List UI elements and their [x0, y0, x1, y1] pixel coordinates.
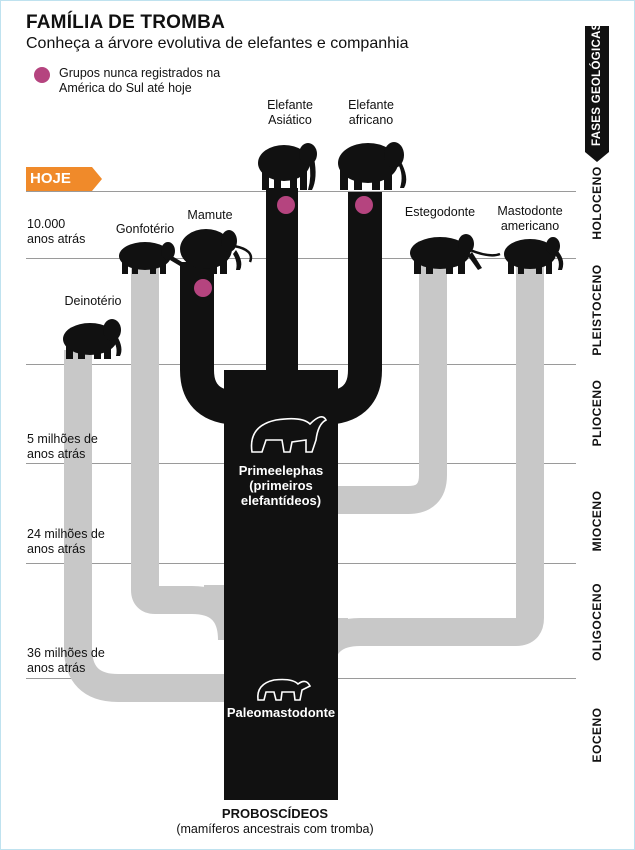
species-label-line: Mastodonte — [497, 204, 563, 218]
mammoth-icon — [180, 229, 253, 274]
gonfoterio-icon — [119, 242, 182, 274]
time-label-line: anos atrás — [27, 661, 86, 675]
time-label-5m: 5 milhões de anos atrás — [27, 432, 98, 462]
species-label-line: Asiático — [268, 113, 312, 127]
branch-estegodonte — [340, 262, 447, 514]
branch-asiatico — [266, 188, 298, 388]
time-label-line: anos atrás — [27, 542, 86, 556]
time-label-10000: 10.000 anos atrás — [27, 217, 85, 247]
label-primeelephas: Primeelephas (primeiros elefantídeos) — [226, 463, 336, 508]
label-gonfoterio: Gonfotério — [115, 222, 175, 236]
asiatic-elephant-icon — [258, 143, 317, 190]
african-elephant-icon — [338, 142, 407, 190]
legend-dot — [34, 67, 50, 83]
marker-mamute — [194, 279, 212, 297]
label-mamute: Mamute — [187, 208, 233, 222]
line-holo-pleisto — [26, 258, 576, 259]
time-label-line: anos atrás — [27, 447, 86, 461]
branch-deinoterio — [64, 350, 232, 702]
trunk-label-line: Primeelephas — [238, 463, 324, 478]
phases-heading-arrow — [585, 152, 609, 162]
species-label-line: Elefante — [348, 98, 394, 112]
trunk-label-line: elefantídeos) — [240, 493, 322, 508]
label-estegodonte: Estegodonte — [404, 205, 476, 219]
time-label-line: anos atrás — [27, 232, 86, 246]
time-label-line: 5 milhões de — [27, 432, 98, 446]
epoch-holoceno: HOLOCENO — [590, 166, 604, 240]
time-label-line: 10.000 — [27, 217, 66, 231]
epoch-plioceno: PLIOCENO — [590, 379, 604, 447]
footer-title: PROBOSCÍDEOS — [221, 806, 329, 821]
label-paleomastodonte: Paleomastodonte — [226, 705, 336, 720]
page-subtitle: Conheça a árvore evolutiva de elefantes … — [26, 35, 409, 52]
epoch-oligoceno: OLIGOCENO — [590, 583, 604, 661]
phases-heading: FASES GEOLÓGICAS — [591, 22, 603, 146]
label-mastodonte: Mastodonte americano — [494, 204, 566, 234]
line-pleisto-plio — [26, 364, 576, 365]
species-label-line: americano — [500, 219, 560, 233]
mastodon-icon — [504, 237, 564, 274]
phases-heading-box — [585, 26, 609, 152]
legend-line-1: Grupos nunca registrados na — [59, 66, 221, 80]
paleomastodonte-icon — [257, 678, 312, 701]
species-label-line: africano — [348, 113, 394, 127]
today-label: HOJE — [30, 170, 71, 187]
species-label-line: Elefante — [267, 98, 313, 112]
marker-asiatico — [277, 196, 295, 214]
marker-africano — [355, 196, 373, 214]
today-arrow — [26, 167, 102, 191]
deinoterio-icon — [63, 319, 122, 359]
label-asiatico: Elefante Asiático — [260, 98, 320, 128]
time-label-line: 24 milhões de — [27, 527, 105, 541]
legend-line-2: América do Sul até hoje — [59, 81, 192, 95]
epoch-pleistoceno: PLEISTOCENO — [590, 264, 604, 356]
line-today — [26, 191, 576, 192]
time-label-24m: 24 milhões de anos atrás — [27, 527, 105, 557]
label-deinoterio: Deinotério — [64, 294, 122, 308]
trunk-label-line: (primeiros — [249, 478, 313, 493]
epoch-eoceno: EOCENO — [590, 707, 604, 763]
trunk-neck-left — [224, 380, 280, 440]
page-title: FAMÍLIA DE TROMBA — [26, 12, 226, 33]
trunk-main — [224, 370, 338, 800]
label-africano: Elefante africano — [340, 98, 402, 128]
legend-text: Grupos nunca registrados na América do S… — [59, 66, 249, 96]
time-label-36m: 36 milhões de anos atrás — [27, 646, 105, 676]
time-label-line: 36 milhões de — [27, 646, 105, 660]
primeelephas-icon — [250, 416, 328, 453]
estegodonte-icon — [410, 234, 501, 274]
footer-subtitle: (mamíferos ancestrais com tromba) — [176, 822, 374, 836]
